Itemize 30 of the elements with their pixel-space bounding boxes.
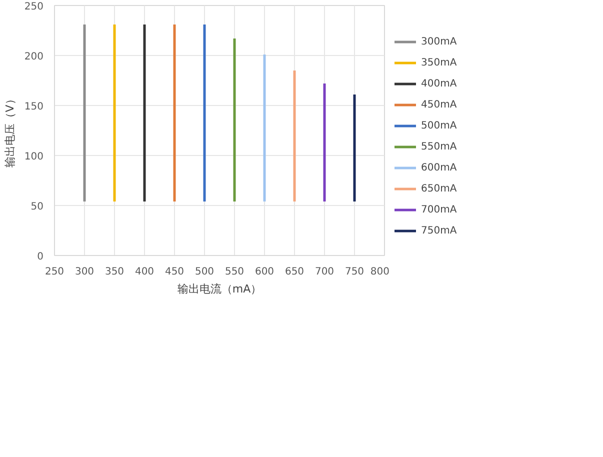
- y-tick-label: 150: [24, 102, 44, 112]
- legend-label: 600mA: [421, 162, 457, 173]
- legend-label: 450mA: [421, 99, 457, 110]
- y-tick-label: 0: [37, 252, 44, 262]
- x-tick-label: 250: [44, 266, 64, 278]
- legend-label: 700mA: [421, 204, 457, 215]
- x-tick-label: 350: [104, 266, 124, 278]
- x-tick-label: 750: [344, 266, 364, 278]
- legend-label: 750mA: [421, 225, 457, 236]
- y-tick-label: 100: [24, 152, 44, 162]
- y-tick-label: 250: [24, 2, 44, 12]
- x-tick-label: 650: [284, 266, 304, 278]
- x-tick-label: 300: [74, 266, 94, 278]
- x-tick-label: 800: [370, 266, 390, 278]
- x-tick-label: 400: [134, 266, 154, 278]
- legend-label: 550mA: [421, 141, 457, 152]
- y-tick-label: 200: [24, 52, 44, 62]
- x-axis-title: 输出电流（mA）: [177, 282, 262, 296]
- x-tick-label: 450: [164, 266, 184, 278]
- legend-label: 300mA: [421, 36, 457, 47]
- x-tick-label: 550: [224, 266, 244, 278]
- y-axis-title: 输出电压（V）: [3, 94, 16, 168]
- x-tick-label: 600: [254, 266, 274, 278]
- legend-label: 350mA: [421, 57, 457, 68]
- x-tick-label: 700: [314, 266, 334, 278]
- x-tick-label: 500: [194, 266, 214, 278]
- legend-label: 400mA: [421, 78, 457, 89]
- legend-label: 650mA: [421, 183, 457, 194]
- y-tick-label: 50: [30, 202, 44, 212]
- legend-label: 500mA: [421, 120, 457, 131]
